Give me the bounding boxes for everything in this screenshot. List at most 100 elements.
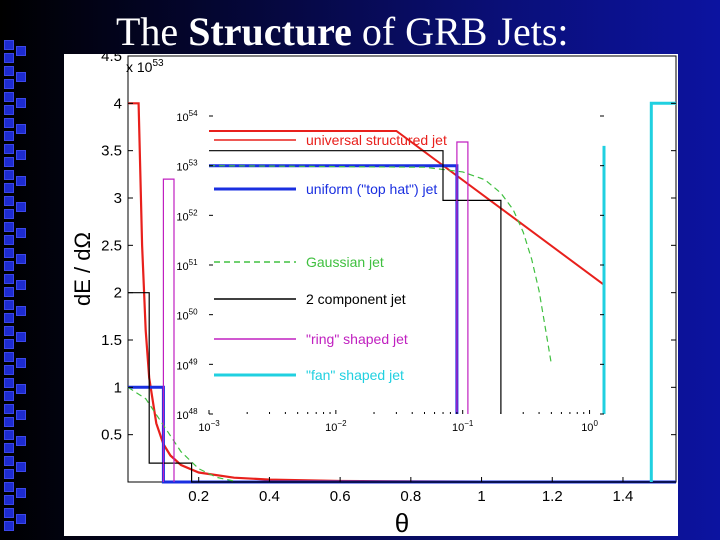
decorative-square	[4, 365, 14, 375]
decorative-square	[4, 326, 14, 336]
x-tick-label: 1.4	[613, 488, 634, 505]
y-axis-label: dE / dΩ	[70, 232, 95, 306]
decorative-square	[4, 79, 14, 89]
decorative-square	[16, 176, 26, 186]
decorative-square	[4, 469, 14, 479]
legend-label: "fan" shaped jet	[306, 367, 404, 383]
legend-label: universal structured jet	[306, 132, 447, 148]
decorative-square	[4, 482, 14, 492]
decorative-square	[16, 124, 26, 134]
y-tick-label: 3	[114, 190, 122, 207]
x-tick-label: 1.2	[542, 488, 563, 505]
decorative-square	[4, 313, 14, 323]
decorative-square	[4, 391, 14, 401]
decorative-square	[16, 514, 26, 524]
y-axis-multiplier: x 1053	[126, 58, 164, 75]
y-tick-label: 4.5	[101, 54, 122, 65]
y-tick-label: 4	[114, 95, 122, 112]
decorative-square	[4, 456, 14, 466]
main-series-line	[162, 178, 175, 482]
decorative-square	[4, 222, 14, 232]
inset-x-tick-label: 10−2	[325, 419, 347, 434]
x-tick-label: 0.2	[188, 488, 209, 505]
inset-x-tick-label: 100	[581, 419, 598, 434]
x-tick-label: 0.4	[259, 488, 280, 505]
decorative-square	[16, 462, 26, 472]
inset-chart: 10−3 10−2 10−1 100 1048 1049 1050 1051 1052 1053 1…	[176, 109, 606, 434]
legend-label: Gaussian jet	[306, 254, 384, 270]
main-series-line	[127, 386, 235, 482]
decorative-square	[4, 404, 14, 414]
decorative-square	[4, 300, 14, 310]
decorative-square	[4, 196, 14, 206]
y-tick-label: 1.5	[101, 332, 122, 349]
legend-label: uniform ("top hat") jet	[306, 181, 437, 197]
decorative-square	[16, 98, 26, 108]
legend: universal structured jet uniform ("top ha…	[214, 132, 447, 383]
inset-series-line	[208, 165, 552, 365]
decorative-square	[4, 40, 14, 50]
x-tick-label: 0.8	[400, 488, 421, 505]
decorative-squares	[4, 40, 26, 540]
decorative-square	[16, 254, 26, 264]
legend-label: "ring" shaped jet	[306, 331, 408, 347]
decorative-square	[4, 274, 14, 284]
decorative-square	[16, 410, 26, 420]
decorative-square	[4, 248, 14, 258]
decorative-square	[16, 72, 26, 82]
decorative-square	[16, 150, 26, 160]
inset-y-tick-label: 1051	[176, 258, 198, 273]
x-tick-label: 0.6	[330, 488, 351, 505]
decorative-square	[4, 443, 14, 453]
decorative-square	[16, 306, 26, 316]
decorative-square	[4, 235, 14, 245]
y-tick-label: 3.5	[101, 143, 122, 160]
y-tick-label: 1	[114, 379, 122, 396]
decorative-square	[4, 417, 14, 427]
legend-label: 2 component jet	[306, 291, 406, 307]
main-series-line	[649, 101, 676, 482]
inset-x-tick-label: 10−3	[198, 419, 220, 434]
x-tick-label: 1	[477, 488, 485, 505]
decorative-square	[16, 436, 26, 446]
decorative-square	[4, 352, 14, 362]
decorative-square	[4, 183, 14, 193]
y-tick-label: 2.5	[101, 237, 122, 254]
inset-y-tick-label: 1048	[176, 407, 198, 422]
inset-x-tick-label: 10−1	[452, 419, 474, 434]
inset-series-line	[209, 150, 502, 414]
decorative-square	[4, 105, 14, 115]
decorative-square	[16, 488, 26, 498]
decorative-square	[4, 521, 14, 531]
decorative-square	[4, 508, 14, 518]
decorative-square	[16, 46, 26, 56]
decorative-square	[16, 384, 26, 394]
decorative-square	[4, 170, 14, 180]
y-tick-label: 0.5	[101, 427, 122, 444]
x-axis-label: θ	[395, 508, 409, 536]
decorative-square	[16, 202, 26, 212]
decorative-square	[4, 378, 14, 388]
inset-series-line	[209, 130, 605, 286]
inset-series-line	[456, 141, 469, 414]
inset-y-tick-label: 1049	[176, 357, 198, 372]
slide-title: The Structure of GRB Jets:	[116, 9, 569, 54]
inset-y-tick-label: 1053	[176, 159, 198, 174]
decorative-square	[4, 157, 14, 167]
inset-y-tick-label: 1054	[176, 109, 198, 124]
decorative-square	[4, 66, 14, 76]
decorative-square	[4, 144, 14, 154]
decorative-square	[4, 92, 14, 102]
inset-background	[209, 116, 604, 414]
figure: 0.2 0.4 0.6 0.8 1 1.2 1.4 0.5 1 1.5 2 2.5 3 3.5 4 4.5 x…	[64, 54, 678, 536]
decorative-square	[16, 228, 26, 238]
decorative-square	[4, 131, 14, 141]
decorative-square	[4, 430, 14, 440]
y-tick-label: 2	[114, 285, 122, 302]
decorative-square	[4, 261, 14, 271]
decorative-square	[4, 53, 14, 63]
main-chart: 0.2 0.4 0.6 0.8 1 1.2 1.4 0.5 1 1.5 2 2.5 3 3.5 4 4.5 x…	[70, 54, 677, 536]
decorative-square	[4, 287, 14, 297]
inset-y-tick-label: 1050	[176, 308, 198, 323]
decorative-square	[4, 339, 14, 349]
